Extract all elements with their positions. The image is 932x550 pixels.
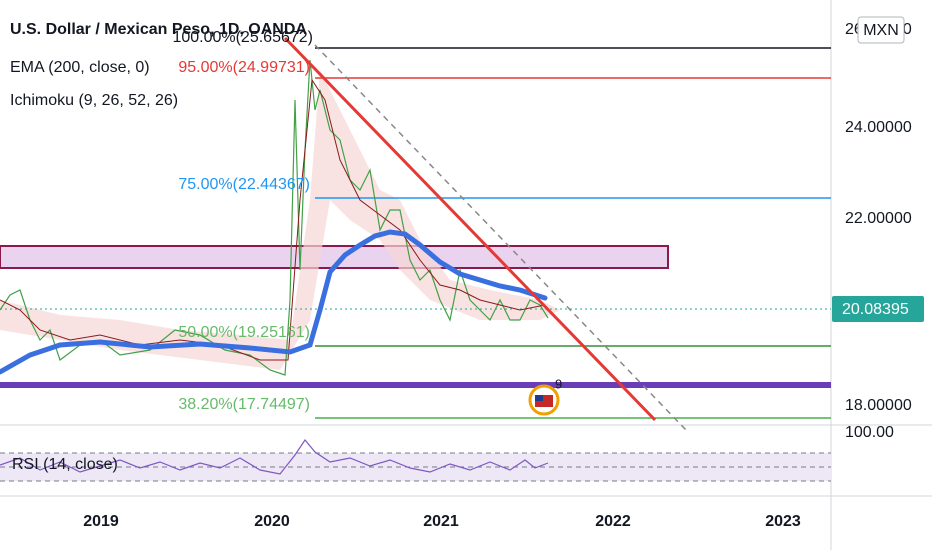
- time-label: 2020: [254, 513, 290, 530]
- trend-line: [283, 36, 657, 422]
- currency-button[interactable]: [857, 16, 905, 44]
- fib-label: 75.00%(22.44367): [178, 176, 310, 193]
- rsi-axis-label: 100.00: [845, 424, 894, 441]
- symbol-title: U.S. Dollar / Mexican Peso, 1D, OANDA: [10, 21, 307, 38]
- time-label: 2021: [423, 513, 459, 530]
- currency-label: MXN: [863, 22, 899, 39]
- kijun-line: [0, 78, 546, 361]
- indicator-label: EMA (200, close, 0): [10, 59, 150, 76]
- time-label: 2019: [83, 513, 119, 530]
- price-label: 22.00000: [845, 210, 912, 227]
- event-count: 9: [555, 376, 562, 391]
- time-label: 2022: [595, 513, 631, 530]
- rsi-line: [0, 438, 549, 475]
- rsi-label: RSI (14, close): [12, 456, 118, 473]
- current-price: 20.08395: [842, 301, 909, 318]
- flag-canton: [535, 395, 543, 401]
- current-price-box: [832, 296, 924, 322]
- fib-label: 100.00%(25.65672): [172, 29, 313, 46]
- trend-channel: [314, 44, 687, 431]
- price-label: 18.00000: [845, 397, 912, 414]
- fib-label: 38.20%(17.74497): [178, 396, 310, 413]
- indicator-label: Ichimoku (9, 26, 52, 26): [10, 92, 178, 109]
- ema-line: [0, 229, 548, 375]
- fib-label: 50.00%(19.25161): [178, 324, 310, 341]
- price-label: 24.00000: [845, 119, 912, 136]
- fib-label: 95.00%(24.99731): [178, 59, 310, 76]
- time-label: 2023: [765, 513, 801, 530]
